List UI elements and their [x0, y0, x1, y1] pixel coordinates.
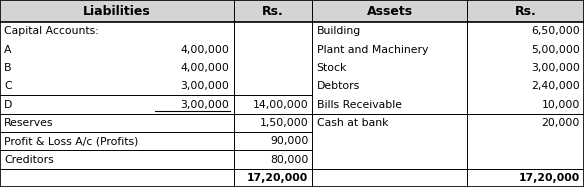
Text: Reserves: Reserves	[4, 118, 54, 128]
Text: Bills Receivable: Bills Receivable	[317, 99, 402, 110]
Text: 90,000: 90,000	[270, 136, 308, 146]
Text: A: A	[4, 45, 12, 55]
Text: 80,000: 80,000	[270, 154, 308, 165]
Text: 6,50,000: 6,50,000	[531, 26, 580, 36]
Text: 17,20,000: 17,20,000	[247, 173, 308, 183]
Text: Debtors: Debtors	[317, 81, 360, 91]
Text: 17,20,000: 17,20,000	[519, 173, 580, 183]
Text: Plant and Machinery: Plant and Machinery	[317, 45, 428, 55]
Text: Creditors: Creditors	[4, 154, 54, 165]
Text: Cash at bank: Cash at bank	[317, 118, 388, 128]
Text: 3,00,000: 3,00,000	[180, 81, 230, 91]
Bar	[0, 0, 234, 22]
Text: 3,00,000: 3,00,000	[531, 63, 580, 73]
Text: Rs.: Rs.	[515, 4, 537, 18]
Bar	[467, 0, 584, 22]
Text: 10,000: 10,000	[541, 99, 580, 110]
Text: Rs.: Rs.	[262, 4, 284, 18]
Text: 4,00,000: 4,00,000	[180, 63, 230, 73]
Bar	[234, 0, 312, 22]
Text: 14,00,000: 14,00,000	[253, 99, 308, 110]
Text: Profit & Loss A/c (Profits): Profit & Loss A/c (Profits)	[4, 136, 138, 146]
Text: 3,00,000: 3,00,000	[180, 99, 230, 110]
Text: 4,00,000: 4,00,000	[180, 45, 230, 55]
Text: 20,000: 20,000	[541, 118, 580, 128]
Text: 1,50,000: 1,50,000	[260, 118, 308, 128]
Bar	[312, 0, 467, 22]
Text: Assets: Assets	[367, 4, 413, 18]
Text: Liabilities: Liabilities	[83, 4, 151, 18]
Text: D: D	[4, 99, 12, 110]
Bar	[0, 22, 584, 187]
Text: 5,00,000: 5,00,000	[531, 45, 580, 55]
Text: B: B	[4, 63, 12, 73]
Text: C: C	[4, 81, 12, 91]
Text: Building: Building	[317, 26, 361, 36]
Text: Capital Accounts:: Capital Accounts:	[4, 26, 99, 36]
Text: 2,40,000: 2,40,000	[531, 81, 580, 91]
Text: Stock: Stock	[317, 63, 347, 73]
